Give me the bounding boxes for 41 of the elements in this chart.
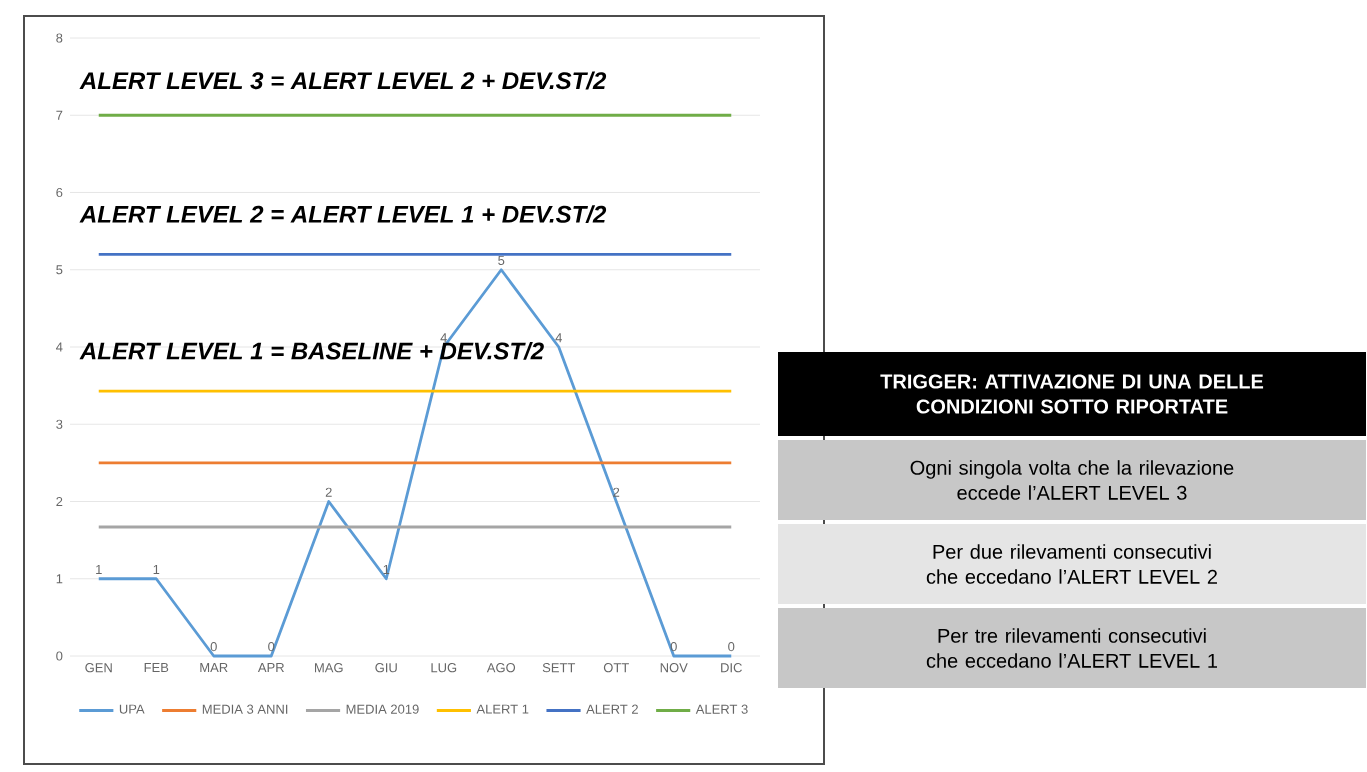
legend-label: MEDIA 3 ANNI <box>202 704 288 714</box>
x-tick-label: MAR <box>200 663 228 673</box>
data-label: 5 <box>498 255 505 265</box>
x-tick-label: APR <box>257 663 285 673</box>
y-tick-label: 1 <box>56 574 63 584</box>
text: Per due rilevamenti consecutivi che eccedano l’ALERT LEVEL 2 <box>926 544 1217 584</box>
x-tick-label: GEN <box>85 663 112 673</box>
legend-label: MEDIA 2019 <box>346 704 419 714</box>
x-tick-label: LUG <box>431 663 457 673</box>
data-label: 0 <box>728 642 735 652</box>
x-tick-label: NOV <box>660 663 688 673</box>
x-tick-label: OTT <box>603 663 629 673</box>
data-label: 1 <box>96 565 102 574</box>
annotation: ALERT LEVEL 2 = ALERT LEVEL 1 + DEV.ST/2 <box>79 205 607 224</box>
data-label: 2 <box>325 487 332 497</box>
y-tick-label: 8 <box>56 33 63 43</box>
y-tick-label: 5 <box>56 265 63 275</box>
legend-label: ALERT 2 <box>586 704 638 714</box>
text: TRIGGER: ATTIVAZIONE DI UNA DELLE CONDIZIONI SOTTO RIPORTATE <box>880 374 1264 414</box>
data-label: 4 <box>440 333 447 343</box>
legend-label: ALERT 1 <box>476 704 529 714</box>
x-tick-label: DIC <box>721 663 742 673</box>
y-tick-label: 6 <box>56 187 63 198</box>
legend-label: ALERT 3 <box>695 704 748 714</box>
x-tick-label: SETT <box>542 663 576 673</box>
y-tick-label: 4 <box>56 342 63 352</box>
x-tick-label: FEB <box>144 663 169 673</box>
x-tick-label: GIU <box>375 663 397 673</box>
y-tick-label: 2 <box>56 496 63 507</box>
x-tick-label: MAG <box>315 663 343 673</box>
text: Ogni singola volta che la rilevazione eccede l’ALERT LEVEL 3 <box>910 460 1234 500</box>
x-tick-label: AGO <box>486 663 516 673</box>
text: Per tre rilevamenti consecutivi che eccedano l’ALERT LEVEL 1 <box>926 628 1218 668</box>
y-tick-label: 7 <box>56 110 63 120</box>
legend-label: UPA <box>119 704 145 714</box>
y-tick-label: 0 <box>56 651 63 661</box>
data-label: 4 <box>555 333 562 343</box>
y-tick-label: 3 <box>56 419 63 429</box>
annotation: ALERT LEVEL 3 = ALERT LEVEL 2 + DEV.ST/2 <box>79 71 607 90</box>
data-label: 1 <box>153 565 160 574</box>
data-label: 0 <box>210 642 217 652</box>
